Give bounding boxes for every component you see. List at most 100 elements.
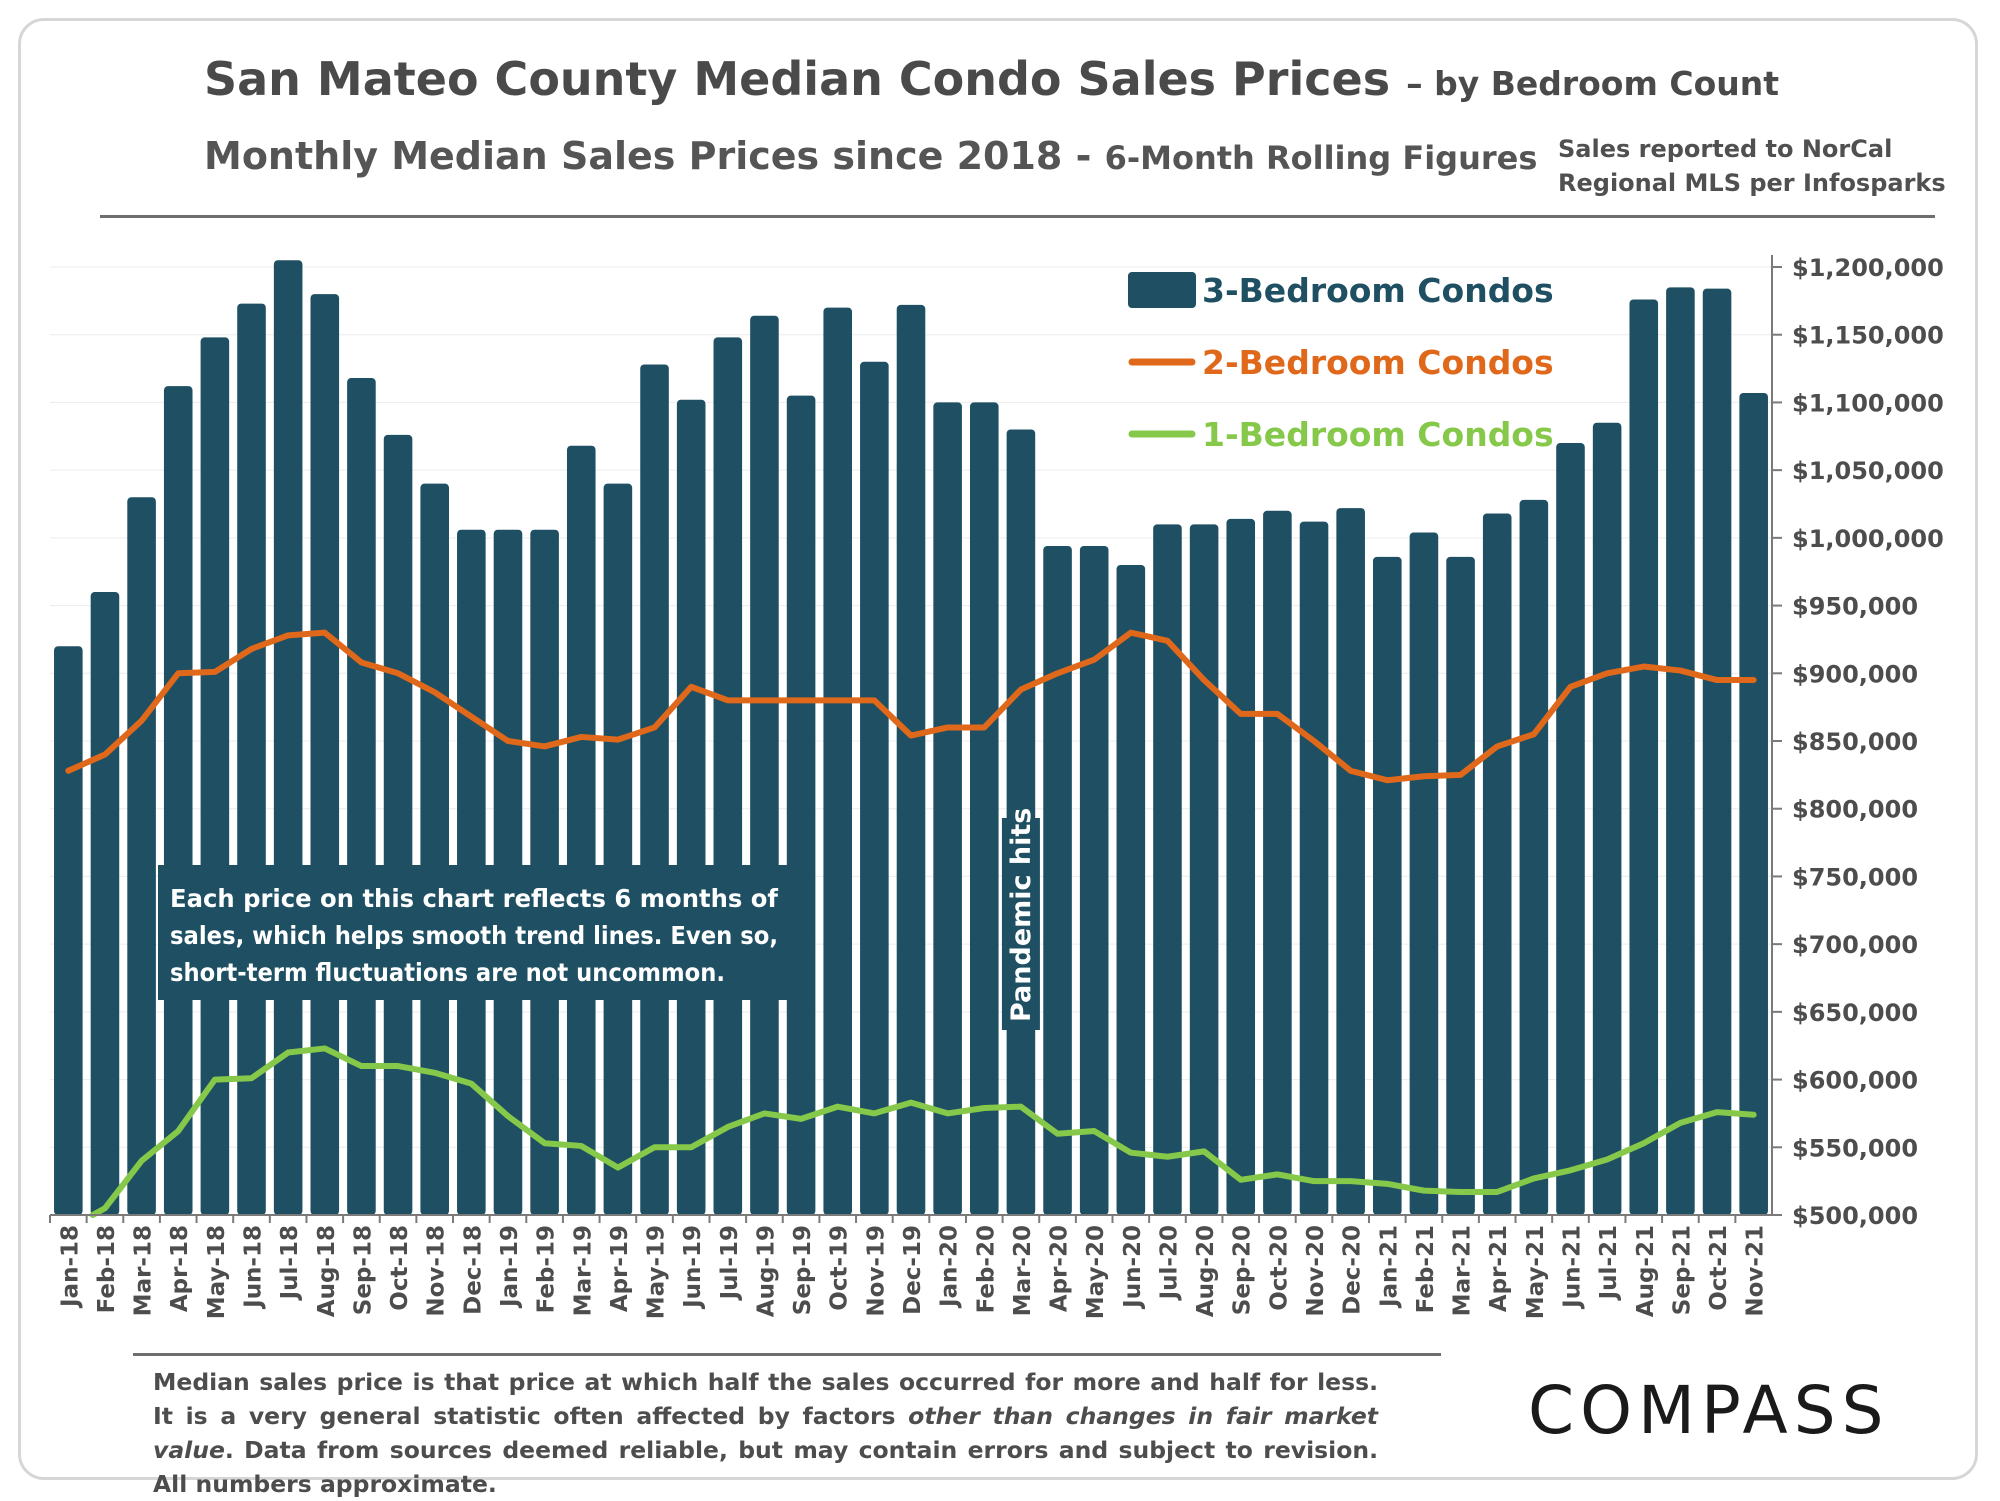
legend-swatch-3-bedroom: [1128, 272, 1196, 308]
bar: [1226, 518, 1256, 1215]
x-tick-label: Dec-19: [900, 1225, 926, 1315]
pandemic-label: Pandemic hits: [1006, 808, 1037, 1022]
y-tick-label: $650,000: [1792, 999, 1918, 1027]
x-tick-label: Sep-19: [790, 1225, 816, 1315]
x-tick-label: Mar-20: [1010, 1225, 1036, 1316]
x-tick-label: Apr-21: [1486, 1225, 1512, 1312]
bar: [383, 434, 413, 1216]
x-tick-label: Feb-19: [534, 1225, 560, 1313]
y-tick-label: $900,000: [1792, 660, 1918, 688]
bar: [1079, 545, 1109, 1215]
x-tick-label: Feb-21: [1413, 1225, 1439, 1313]
x-tick-label: Oct-20: [1266, 1225, 1292, 1311]
title-main: San Mateo County Median Condo Sales Pric…: [204, 52, 1391, 106]
bar: [1739, 392, 1768, 1215]
bar: [273, 260, 303, 1215]
annotation-line: short-term fluctuations are not uncommon…: [170, 958, 725, 987]
y-tick-label: $550,000: [1792, 1134, 1918, 1162]
x-tick-label: Jun-20: [1120, 1225, 1146, 1310]
bar: [347, 378, 376, 1216]
x-tick-label: Jul-18: [277, 1225, 303, 1301]
x-tick-label: May-21: [1523, 1225, 1549, 1319]
annotation-box: [158, 865, 790, 1000]
subtitle-main: Monthly Median Sales Prices since 2018 -: [204, 134, 1092, 178]
bar: [1556, 443, 1585, 1215]
x-tick-label: Nov-19: [863, 1225, 889, 1317]
legend-label: 3-Bedroom Condos: [1202, 271, 1554, 310]
x-tick-label: Mar-19: [570, 1225, 596, 1316]
bar: [1666, 287, 1695, 1215]
compass-logo: COMPASS: [1528, 1372, 1890, 1449]
bar: [54, 646, 83, 1215]
bar: [1373, 556, 1402, 1215]
y-tick-label: $1,050,000: [1792, 457, 1944, 485]
bar: [1409, 532, 1439, 1215]
x-tick-label: Jan-20: [937, 1225, 963, 1309]
subtitle-suffix: 6-Month Rolling Figures: [1104, 139, 1538, 177]
axes: [49, 255, 1782, 1223]
footnote-part-2: . Data from sources deemed reliable, but…: [153, 1436, 1378, 1498]
trend-lines: [65, 629, 1757, 1218]
bar: [823, 307, 853, 1216]
bar: [420, 483, 449, 1216]
y-tick-label: $600,000: [1792, 1067, 1918, 1095]
bar: [1116, 564, 1146, 1215]
bar: [896, 304, 926, 1215]
source-note: Sales reported to NorCal Regional MLS per…: [1558, 132, 1946, 200]
y-tick-labels: $1,200,000 $1,150,000 $1,100,000 $1,050,000…: [1792, 254, 1944, 1230]
x-tick-label: Jul-20: [1156, 1225, 1182, 1301]
y-tick-label: $1,150,000: [1792, 322, 1944, 350]
x-tick-label: Nov-21: [1743, 1225, 1769, 1317]
x-tick-label: Mar-18: [131, 1225, 157, 1316]
legend: 3-Bedroom Condos 2-Bedroom Condos 1-Bedroo…: [1128, 271, 1554, 454]
annotation-line: Each price on this chart reflects 6 mont…: [170, 884, 779, 913]
bar: [1592, 422, 1622, 1215]
x-tick-label: Oct-19: [827, 1225, 853, 1311]
bar: [969, 402, 999, 1215]
x-tick-label: Apr-20: [1047, 1225, 1073, 1312]
legend-label: 2-Bedroom Condos: [1202, 343, 1554, 382]
bar: [750, 315, 779, 1215]
y-tick-label: $800,000: [1792, 796, 1918, 824]
x-tick-label: Jul-21: [1596, 1225, 1622, 1301]
bar: [933, 402, 962, 1215]
pandemic-label-bg: [1001, 818, 1040, 1030]
x-tick-label: Aug-19: [753, 1225, 779, 1317]
x-tick-label: Jan-19: [497, 1225, 523, 1309]
y-tick-label: $1,000,000: [1792, 525, 1944, 553]
x-tick-label: Aug-20: [1193, 1225, 1219, 1317]
x-tick-label: May-20: [1083, 1225, 1109, 1319]
x-tick-labels: Jan-18 Feb-18 Mar-18 Apr-18 May-18 Jun-18 Jul-…: [57, 1225, 1768, 1319]
bar: [1043, 545, 1072, 1215]
chart-title: San Mateo County Median Condo Sales Pric…: [204, 52, 1779, 106]
x-tick-label: Aug-18: [314, 1225, 340, 1317]
bar: [786, 395, 816, 1216]
x-tick-label: Apr-18: [167, 1225, 193, 1312]
bar: [1263, 510, 1292, 1215]
bar: [713, 337, 743, 1215]
footer-divider: [133, 1353, 1441, 1356]
x-tick-label: Jun-21: [1559, 1225, 1585, 1310]
x-tick-label: Feb-18: [94, 1225, 120, 1313]
x-tick-label: Oct-21: [1706, 1225, 1732, 1311]
line-2-bedroom: [65, 629, 1757, 784]
y-tick-label: $750,000: [1792, 863, 1918, 891]
bar: [163, 386, 193, 1216]
chart-subtitle: Monthly Median Sales Prices since 2018 -…: [204, 134, 1537, 178]
bar: [640, 364, 669, 1216]
y-tick-label: $1,100,000: [1792, 389, 1944, 417]
bar: [1629, 299, 1659, 1215]
y-tick-label: $850,000: [1792, 728, 1918, 756]
bar: [1482, 513, 1512, 1215]
annotations: Each price on this chart reflects 6 mont…: [158, 808, 1040, 1030]
bar: [860, 361, 889, 1215]
y-tick-label: $700,000: [1792, 931, 1918, 959]
x-tick-label: Nov-18: [424, 1225, 450, 1317]
annotation-line: sales, which helps smooth trend lines. E…: [170, 921, 778, 950]
y-tick-label: $1,200,000: [1792, 254, 1944, 282]
x-tick-label: Dec-18: [460, 1225, 486, 1315]
bar: [1336, 508, 1365, 1215]
x-tick-label: Sep-18: [350, 1225, 376, 1315]
footnote-italic: other than changes in fair market value: [153, 1402, 1379, 1464]
